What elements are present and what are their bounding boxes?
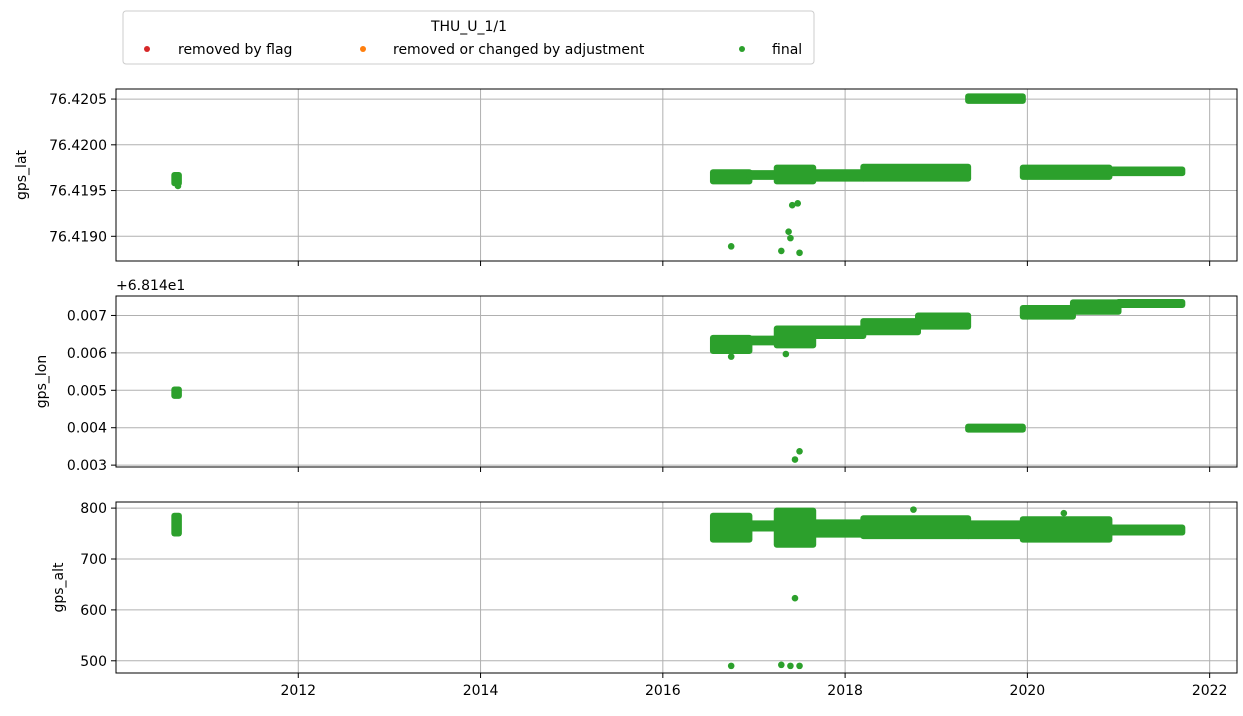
data-point	[796, 662, 803, 670]
y-tick-label: 76.4190	[49, 229, 107, 245]
data-point	[788, 201, 796, 209]
y-tick-label: 0.006	[67, 346, 107, 362]
legend-marker-removed-by-flag	[144, 46, 150, 52]
y-tick-label: 0.004	[67, 421, 107, 437]
legend-marker-removed-or-changed	[360, 46, 366, 52]
x-tick-label: 2014	[463, 683, 499, 699]
x-tick-label: 2020	[1010, 683, 1046, 699]
data-point	[787, 662, 794, 670]
data-band	[746, 335, 780, 346]
x-tick-label: 2022	[1192, 683, 1228, 699]
data-point	[727, 243, 735, 250]
plot-area	[116, 296, 1237, 467]
data-band	[915, 312, 972, 330]
data-point	[782, 350, 790, 358]
data-point	[910, 506, 917, 513]
data-point	[791, 594, 799, 602]
data-point	[727, 353, 735, 360]
x-tick-label: 2012	[280, 683, 316, 699]
y-tick-label: 800	[80, 501, 107, 517]
data-band	[810, 519, 867, 538]
data-point	[778, 247, 785, 255]
y-tick-label: 76.4205	[49, 92, 107, 108]
y-tick-label: 500	[80, 654, 107, 670]
data-point	[796, 249, 803, 257]
data-point	[778, 661, 785, 669]
data-band	[810, 325, 867, 340]
y-tick-label: 600	[80, 603, 107, 619]
y-tick-label: 0.005	[67, 383, 107, 399]
x-tick-label: 2018	[827, 683, 863, 699]
data-band	[1019, 164, 1113, 180]
data-point	[794, 200, 802, 207]
panel-gps-lon: 0.003 0.004 0.005 0.006 0.007 gps_lon +6.814e1	[34, 278, 1238, 474]
legend-label-removed-or-changed: removed or changed by adjustment	[393, 42, 645, 58]
data-point	[791, 456, 799, 463]
plot-frame	[115, 295, 1238, 468]
data-band	[171, 386, 182, 399]
data-point	[787, 234, 794, 242]
data-band	[171, 512, 182, 537]
y-axis-label: gps_lat	[14, 149, 30, 200]
legend-marker-final	[739, 46, 745, 52]
data-band	[171, 172, 182, 187]
data-band	[1115, 298, 1186, 308]
data-band	[965, 423, 1026, 433]
legend-label-removed-by-flag: removed by flag	[178, 42, 292, 58]
panel-gps-lat: 76.4190 76.4195 76.4200 76.4205 gps_lat	[14, 88, 1238, 266]
y-tick-label: 76.4195	[49, 184, 107, 200]
legend-label-final: final	[772, 42, 802, 58]
data-point	[1060, 509, 1068, 517]
data-band	[773, 325, 817, 349]
panels: 76.4190 76.4195 76.4200 76.4205 gps_lat 0.003…	[14, 88, 1238, 699]
y-axis-label: gps_alt	[51, 562, 67, 613]
data-band	[860, 515, 972, 540]
data-band	[709, 334, 753, 355]
data-band	[810, 169, 867, 182]
data-band	[773, 164, 817, 185]
x-tick-label: 2016	[645, 683, 681, 699]
data-band	[860, 163, 972, 182]
panel-gps-alt: 2012 2014 2016 2018 2020 2022 500 600 700 800 gps_…	[51, 501, 1238, 699]
data-band	[965, 520, 1026, 540]
data-point	[727, 662, 735, 670]
y-tick-label: 76.4200	[49, 138, 107, 154]
data-band	[860, 318, 922, 336]
y-tick-label: 0.007	[67, 308, 107, 324]
data-point	[174, 182, 182, 190]
y-axis-label: gps_lon	[34, 355, 50, 408]
legend-title: THU_U_1/1	[430, 19, 507, 35]
data-band	[965, 93, 1026, 104]
data-band	[709, 512, 753, 543]
data-band	[1019, 304, 1076, 320]
data-band	[1069, 299, 1122, 315]
y-tick-label: 0.003	[67, 458, 107, 474]
data-band	[1106, 524, 1186, 536]
data-point	[785, 228, 792, 236]
data-band	[746, 170, 780, 180]
data-band	[1019, 516, 1113, 543]
legend: THU_U_1/1 removed by flag removed or cha…	[122, 10, 815, 65]
data-point	[796, 447, 803, 455]
data-band	[773, 507, 817, 548]
plot-frame	[115, 501, 1238, 674]
legend-frame	[122, 10, 815, 65]
y-offset-text: +6.814e1	[116, 278, 185, 294]
plot-frame	[115, 88, 1238, 262]
y-tick-label: 700	[80, 552, 107, 568]
data-band	[1106, 166, 1186, 177]
data-band	[709, 169, 753, 185]
data-band	[746, 520, 780, 532]
